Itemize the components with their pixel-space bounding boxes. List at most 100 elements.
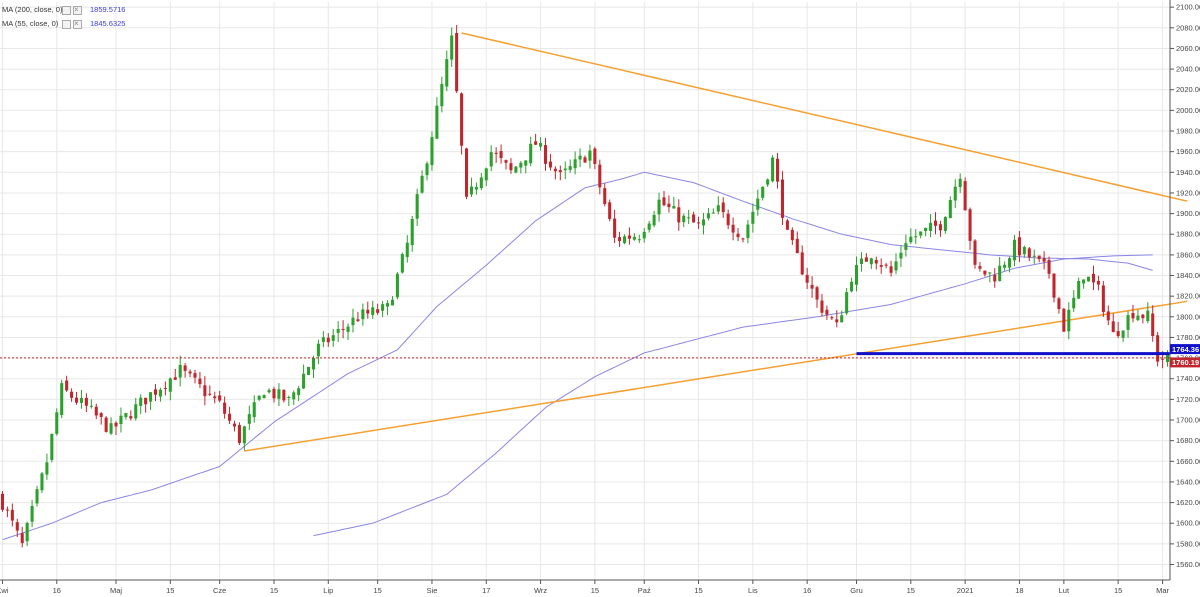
legend-label: MA (55, close, 0) — [2, 19, 59, 28]
candle-up — [859, 258, 863, 264]
candle-up — [701, 219, 706, 226]
candle-up — [854, 265, 859, 285]
candle-down — [805, 274, 809, 283]
candle-up — [124, 413, 128, 418]
candle-up — [484, 168, 488, 181]
settings-box-icon[interactable] — [62, 19, 71, 29]
candle-down — [721, 202, 725, 213]
candle-up — [405, 242, 409, 258]
candle-up — [899, 252, 903, 259]
legend-value: 1859.5716 — [90, 5, 126, 14]
candle-down — [326, 337, 330, 343]
candle-down — [1042, 258, 1046, 262]
candle-up — [1067, 309, 1071, 332]
candle-down — [1052, 273, 1056, 298]
candle-up — [257, 395, 261, 400]
candle-down — [282, 389, 286, 401]
price-badge-bg — [1170, 344, 1200, 355]
candle-up — [578, 155, 582, 160]
candle-up — [642, 231, 646, 239]
candle-up — [371, 307, 375, 315]
y-tick-label: 2020.00 — [1176, 85, 1200, 94]
candle-down — [356, 319, 360, 322]
candle-up — [55, 412, 59, 434]
candle-up — [988, 272, 992, 274]
settings-box-icon[interactable] — [62, 5, 71, 15]
candle-down — [341, 329, 345, 331]
y-tick-label: 1620.00 — [1176, 498, 1200, 507]
candle-down — [553, 168, 557, 172]
candle-down — [144, 397, 148, 405]
candle-up — [311, 357, 316, 370]
candle-down — [504, 160, 508, 163]
candle-up — [395, 273, 399, 298]
candle-down — [790, 229, 794, 241]
candle-up — [139, 397, 143, 406]
x-tick-label: 15 — [907, 586, 915, 595]
x-tick-label: 15 — [166, 586, 174, 595]
x-tick-label: 2021 — [957, 586, 974, 595]
candle-down — [203, 385, 207, 397]
y-tick-label: 1740.00 — [1176, 374, 1200, 383]
candle-down — [795, 238, 799, 254]
candle-up — [415, 194, 419, 219]
x-tick-label: Maj — [110, 586, 122, 595]
candle-down — [1057, 298, 1061, 310]
candle-up — [563, 168, 567, 171]
x-tick-label: Cze — [213, 586, 226, 595]
candle-down — [741, 238, 745, 240]
candle-down — [20, 533, 24, 544]
candle-down — [583, 157, 587, 163]
close-icon[interactable] — [73, 3, 82, 17]
candle-up — [716, 205, 720, 212]
candle-up — [390, 299, 394, 306]
candle-down — [65, 380, 69, 391]
candle-up — [469, 186, 473, 195]
x-tick-label: 18 — [1015, 586, 1023, 595]
candle-down — [815, 287, 819, 300]
candle-up — [652, 214, 656, 226]
candle-down — [460, 93, 464, 146]
candle-down — [129, 416, 133, 419]
candle-down — [228, 413, 232, 421]
candle-down — [1101, 285, 1105, 313]
x-tick-label: Lip — [323, 586, 333, 595]
candle-down — [232, 423, 237, 427]
candle-down — [825, 309, 829, 315]
candle-up — [60, 383, 64, 416]
y-tick-label: 2040.00 — [1176, 65, 1200, 74]
candle-down — [692, 214, 696, 223]
candle-up — [706, 213, 710, 219]
candle-down — [99, 413, 103, 417]
candle-down — [84, 397, 88, 406]
candle-up — [1166, 352, 1170, 363]
legend-label: MA (200, close, 0) — [2, 5, 63, 14]
close-icon[interactable] — [73, 17, 82, 31]
candle-down — [780, 179, 784, 218]
x-tick-label: Lis — [748, 586, 758, 595]
y-tick-label: 1700.00 — [1176, 416, 1200, 425]
candle-up — [247, 414, 251, 424]
y-tick-label: 1960.00 — [1176, 147, 1200, 156]
candle-down — [10, 509, 14, 521]
x-tick-label: Wrz — [534, 586, 547, 595]
x-tick-label: 16 — [803, 586, 811, 595]
candle-down — [933, 220, 938, 226]
candle-down — [613, 218, 617, 238]
candle-up — [45, 462, 49, 475]
candle-down — [455, 32, 459, 92]
candle-down — [183, 365, 187, 371]
candle-up — [267, 390, 271, 393]
candle-up — [568, 166, 572, 170]
x-tick-label: 17 — [482, 586, 490, 595]
candle-up — [479, 177, 483, 189]
candle-down — [558, 170, 562, 173]
candle-up — [435, 105, 439, 139]
candle-up — [35, 489, 39, 504]
candle-up — [573, 159, 577, 169]
candle-down — [697, 222, 701, 224]
candle-up — [647, 223, 651, 230]
y-tick-label: 1660.00 — [1176, 457, 1200, 466]
candle-down — [810, 284, 814, 289]
